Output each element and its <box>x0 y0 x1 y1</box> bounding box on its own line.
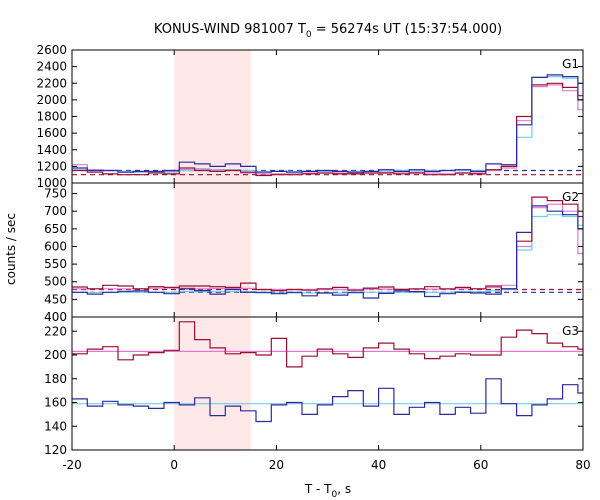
x-tick-label: 20 <box>269 458 284 472</box>
y-tick-label: 2400 <box>36 60 67 74</box>
y-tick-label: 1800 <box>36 110 67 124</box>
y-tick-label: 120 <box>44 443 67 457</box>
chart-title: KONUS-WIND 981007 T0 = 56274s UT (15:37:… <box>154 22 502 40</box>
y-tick-label: 220 <box>44 324 67 338</box>
x-tick-label: 40 <box>371 458 386 472</box>
panel-frame <box>71 49 584 184</box>
series-line-1-1 <box>72 82 583 177</box>
y-tick-label: 2600 <box>36 43 67 57</box>
shaded-interval <box>174 50 251 450</box>
y-tick-label: 1200 <box>36 159 67 173</box>
y-tick-label: 1400 <box>36 143 67 157</box>
panel-frame <box>71 316 584 451</box>
panel-frame <box>71 182 584 318</box>
y-tick-label: 650 <box>44 222 67 236</box>
series-line-1-4 <box>72 76 583 173</box>
y-tick-label: 140 <box>44 419 67 433</box>
x-tick-label: 80 <box>575 458 590 472</box>
panel-label: G1 <box>562 57 579 71</box>
y-tick-label: 400 <box>44 310 67 324</box>
series-line-2-1 <box>72 196 583 292</box>
y-axis-label: counts / sec <box>4 213 18 285</box>
y-tick-label: 500 <box>44 275 67 289</box>
x-tick-label: 60 <box>473 458 488 472</box>
series-line-1-3 <box>72 84 583 175</box>
panel-label: G2 <box>562 190 579 204</box>
series-line-3-1 <box>72 321 583 368</box>
y-tick-label: 160 <box>44 396 67 410</box>
series-line-2-2 <box>72 205 583 299</box>
y-tick-label: 600 <box>44 239 67 253</box>
y-tick-label: 2000 <box>36 93 67 107</box>
x-axis-label: T - T0, s <box>304 482 351 500</box>
y-tick-label: 450 <box>44 292 67 306</box>
y-tick-label: 750 <box>44 187 67 201</box>
series-line-2-4 <box>72 214 583 294</box>
series-line-1-2 <box>72 74 583 173</box>
y-tick-label: 1600 <box>36 126 67 140</box>
y-tick-label: 1000 <box>36 176 67 190</box>
y-tick-label: 550 <box>44 257 67 271</box>
panel-label: G3 <box>562 324 579 338</box>
series-line-3-2 <box>72 378 583 423</box>
y-tick-label: 180 <box>44 372 67 386</box>
series-line-2-3 <box>72 203 583 291</box>
plot-area: 100012001400160018002000220024002600G140… <box>36 43 590 472</box>
x-tick-label: -20 <box>62 458 82 472</box>
y-tick-label: 200 <box>44 348 67 362</box>
x-tick-label: 0 <box>170 458 178 472</box>
y-tick-label: 700 <box>44 204 67 218</box>
y-tick-label: 2200 <box>36 76 67 90</box>
